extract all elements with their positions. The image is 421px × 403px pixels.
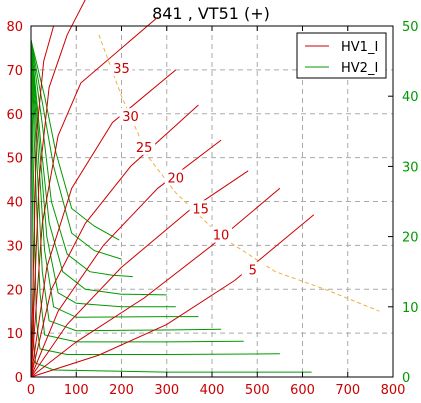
- iso-label: 10: [213, 229, 230, 244]
- y-left-tick-label: 10: [6, 327, 23, 342]
- hv1-curve: [30, 16, 159, 378]
- x-tick-label: 600: [290, 383, 315, 398]
- x-tick-label: 0: [27, 383, 35, 398]
- x-tick-label: 500: [245, 383, 270, 398]
- y-right-tick-label: 10: [402, 301, 419, 316]
- legend: HV1_I HV2_I: [296, 32, 387, 79]
- y-right-tick-label: 0: [402, 371, 410, 386]
- legend-label-hv2: HV2_I: [341, 61, 378, 76]
- legend-label-hv1: HV1_I: [341, 40, 378, 55]
- x-tick-label: 100: [64, 383, 89, 398]
- plot-frame: [30, 25, 394, 378]
- iso-label-background: [189, 200, 212, 217]
- iso-label-background: [164, 169, 187, 186]
- iso-label-background: [110, 59, 133, 76]
- y-left-tick-label: 60: [6, 108, 23, 123]
- iso-label: 20: [168, 172, 185, 187]
- y-left-tick-label: 70: [6, 64, 23, 79]
- iso-label: 30: [122, 110, 139, 125]
- x-tick-label: 300: [154, 383, 179, 398]
- iso-label: 25: [136, 141, 153, 156]
- y-left-tick-label: 40: [6, 196, 23, 211]
- y-left-tick-label: 20: [6, 283, 23, 298]
- iso-label-background: [133, 138, 156, 155]
- iso-label: 35: [113, 62, 130, 77]
- iso-label-background: [241, 261, 264, 278]
- legend-box: [296, 32, 387, 79]
- x-tick-label: 200: [109, 383, 134, 398]
- hv2-curve: [30, 39, 199, 318]
- y-right-tick-label: 20: [402, 231, 419, 246]
- y-right-tick-label: 50: [402, 20, 419, 35]
- y-left-tick-label: 30: [6, 239, 23, 254]
- y-right-tick-label: 30: [402, 160, 419, 175]
- y-left-tick-label: 0: [15, 371, 23, 386]
- hv1-curve: [30, 170, 249, 378]
- hv1-curve: [30, 69, 177, 378]
- y-right-tick-label: 40: [402, 90, 419, 105]
- x-tick-label: 400: [200, 383, 225, 398]
- hv2-curve: [30, 39, 167, 296]
- iso-label-background: [210, 226, 233, 243]
- iso-label-background: [119, 108, 142, 125]
- hv2-curve: [30, 39, 133, 278]
- x-tick-label: 800: [381, 383, 406, 398]
- hv2-curve: [30, 39, 244, 343]
- x-tick-label: 700: [335, 383, 360, 398]
- iso-label-layer: 35 30 25 20 15 10 5: [110, 59, 264, 279]
- hv2-curve: [30, 39, 312, 373]
- hv2-curve: [30, 39, 176, 308]
- y-left-tick-label: 50: [6, 152, 23, 167]
- hv2-curve: [30, 39, 120, 241]
- tick-layer: 0 100 200 300 400 500 600 700 800010203040506070…: [6, 20, 418, 398]
- hv1-curve: [30, 187, 281, 378]
- hv1-curve: [30, 214, 315, 378]
- iso-label: 5: [249, 264, 257, 279]
- hv1-curve: [30, 0, 86, 378]
- chart-title: 841 , VT51 (+): [152, 4, 270, 23]
- iso-label: 15: [192, 202, 209, 217]
- y-left-tick-label: 80: [6, 20, 23, 35]
- hv2-curve: [30, 39, 222, 332]
- hv1-curve: [30, 25, 55, 378]
